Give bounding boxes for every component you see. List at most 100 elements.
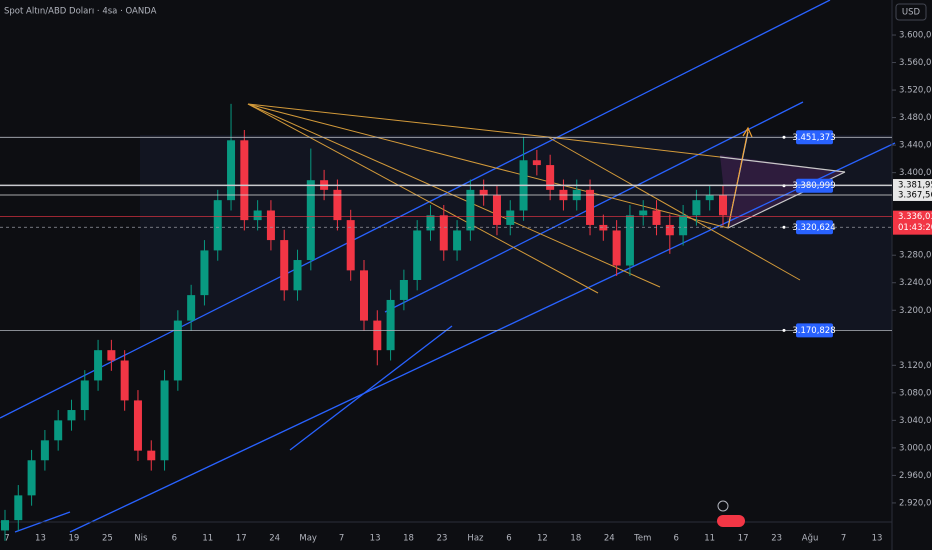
- candle-body: [27, 460, 36, 496]
- x-tick-label: 6: [172, 534, 177, 544]
- x-tick-label: 13: [35, 534, 46, 544]
- candle-body: [373, 320, 382, 351]
- candle-body: [120, 360, 129, 401]
- axis-tag-label: 3.367,564: [898, 190, 932, 200]
- candle-body: [133, 400, 142, 451]
- candle-body: [652, 210, 661, 225]
- candle-body: [266, 210, 275, 241]
- y-tick-label: 3.560,000: [899, 58, 932, 68]
- candle-body: [453, 230, 462, 251]
- y-tick-label: 3.600,000: [899, 31, 932, 41]
- candle-body: [386, 299, 395, 351]
- candle-body: [1, 520, 9, 531]
- candle-body: [479, 189, 488, 196]
- x-tick-label: 12: [537, 534, 548, 544]
- candle-body: [692, 200, 701, 216]
- y-tick-label: 3.480,000: [899, 113, 932, 123]
- candle-body: [546, 165, 555, 190]
- x-tick-label: 24: [269, 534, 280, 544]
- y-tick-label: 3.400,000: [899, 168, 932, 178]
- x-tick-label: 7: [4, 534, 9, 544]
- candle-body: [625, 215, 634, 266]
- candle-body: [240, 140, 249, 221]
- price-dot: [782, 225, 786, 229]
- candle-body: [280, 240, 289, 291]
- price-dot: [782, 135, 786, 139]
- fan-lines: [247, 103, 801, 294]
- price-tag: [796, 323, 833, 338]
- y-tick-label: 3.040,000: [899, 416, 932, 426]
- x-tick-label: Tem: [633, 534, 651, 544]
- x-tick-label: Nis: [134, 534, 148, 544]
- controls: [717, 500, 745, 527]
- forecast-zone: [720, 155, 845, 228]
- candle-body: [439, 215, 448, 251]
- candle-body: [599, 224, 608, 231]
- candle-body: [293, 260, 302, 291]
- countdown: 01:43:20: [898, 223, 932, 233]
- candle-body: [532, 160, 541, 166]
- x-tick-label: 17: [738, 534, 749, 544]
- x-tick-label: 17: [236, 534, 247, 544]
- candle-body: [147, 450, 156, 461]
- candle-body: [719, 195, 727, 216]
- candle-body: [612, 230, 621, 266]
- price-label: 3.380,999: [792, 181, 835, 191]
- currency-button[interactable]: [895, 3, 927, 21]
- candle-body: [107, 350, 116, 361]
- candle-body: [586, 189, 595, 225]
- candle-body: [94, 350, 103, 381]
- axis-tag: [893, 210, 932, 235]
- candle-body: [705, 195, 714, 201]
- price-dot: [782, 328, 786, 332]
- y-tick-label: 3.120,000: [899, 361, 932, 371]
- candle-body: [413, 230, 422, 280]
- candle-body: [492, 195, 501, 225]
- x-tick-label: 18: [403, 534, 414, 544]
- price-label: 3.320,624: [792, 223, 835, 233]
- x-tick-label: 6: [506, 534, 511, 544]
- price-tag: [796, 130, 833, 145]
- axis-tag: [893, 188, 932, 201]
- y-tick-label: 3.080,000: [899, 388, 932, 398]
- candle-body: [360, 270, 368, 321]
- candle-body: [399, 279, 408, 300]
- candle-body: [187, 295, 196, 321]
- x-tick-label: 7: [841, 534, 846, 544]
- candle-body: [200, 250, 209, 296]
- y-tick-label: 3.520,000: [899, 86, 932, 96]
- price-tag: [796, 178, 833, 193]
- candle-body: [306, 180, 315, 261]
- candle-body: [253, 210, 262, 221]
- y-tick-label: 3.200,000: [899, 306, 932, 316]
- y-tick-label: 2.920,000: [899, 498, 932, 508]
- chart-title: Spot Altın/ABD Doları · 4sa · OANDA: [4, 7, 157, 17]
- x-tick-label: 18: [570, 534, 581, 544]
- x-tick-label: Haz: [467, 534, 484, 544]
- candle-body: [506, 210, 515, 225]
- x-tick-label: 7: [339, 534, 344, 544]
- price-label: 3.170,828: [792, 326, 835, 336]
- x-tick-label: 24: [604, 534, 615, 544]
- x-tick-label: 11: [202, 534, 213, 544]
- candle-body: [227, 140, 236, 201]
- y-tick-label: 3.000,000: [899, 443, 932, 453]
- candle-body: [333, 189, 342, 221]
- candle-body: [54, 420, 63, 441]
- candle-body: [665, 224, 674, 236]
- axis-tag-label: 3.336,030: [898, 212, 932, 222]
- candle-body: [67, 410, 76, 421]
- y-tick-label: 2.960,000: [899, 471, 932, 481]
- candle-body: [639, 210, 648, 216]
- axis-tag: [893, 179, 932, 192]
- y-tick-label: 3.280,000: [899, 251, 932, 261]
- candle-body: [173, 320, 182, 381]
- currency: USD: [902, 8, 921, 18]
- x-tick-label: Ağu: [802, 534, 819, 544]
- candle-body: [466, 189, 475, 231]
- candle-body: [160, 380, 169, 461]
- price-tag: [796, 220, 833, 235]
- x-tick-label: 25: [102, 534, 113, 544]
